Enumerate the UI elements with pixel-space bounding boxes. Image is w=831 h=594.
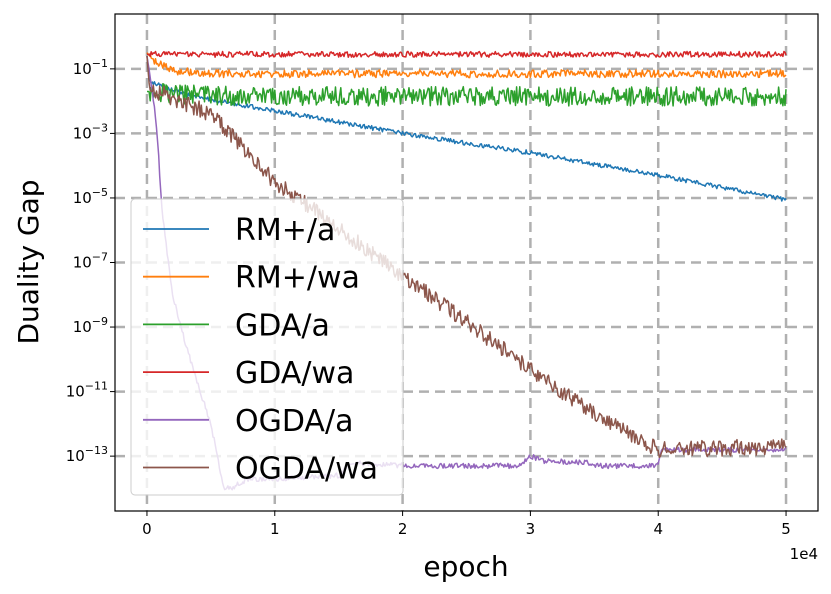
legend-label: RM+/a [235,213,335,248]
x-tick-label: 1 [270,520,280,538]
series-line-GDA/wa [147,50,787,58]
legend-box [130,198,404,496]
legend-label: GDA/a [235,308,330,343]
legend-label: RM+/wa [235,261,360,296]
x-tick-label: 0 [142,520,152,538]
y-tick-label: 10−3 [73,121,108,142]
x-axis-ticks: 0 1 2 3 4 5 [142,511,791,538]
x-tick-label: 4 [653,520,663,538]
x-axis-title: epoch [423,550,508,583]
x-offset-label: 1e4 [790,545,818,563]
y-tick-label: 10−11 [66,380,108,401]
x-tick-label: 3 [526,520,536,538]
series-line-OGDA/wa [146,55,787,459]
y-tick-label: 10−5 [73,186,108,207]
y-tick-label: 10−7 [73,251,108,272]
series-line-RM+/a [146,55,787,202]
x-tick-label: 5 [781,520,791,538]
series-line-GDA/a [147,82,787,107]
legend-label: GDA/wa [235,356,354,391]
x-tick-label: 2 [398,520,408,538]
y-tick-label: 10−1 [73,57,108,78]
legend-label: OGDA/wa [235,452,378,487]
y-axis-ticks: 10−1 10−3 10−5 10−7 10−9 10−11 10−13 [66,57,115,465]
y-tick-label: 10−9 [73,315,108,336]
series-line-RM+/wa [146,52,787,79]
legend-label: OGDA/a [235,404,353,439]
y-axis-title: Duality Gap [12,179,45,344]
y-tick-label: 10−13 [66,444,108,465]
legend: RM+/a RM+/wa GDA/a GDA/wa OGDA/a OGDA/wa [130,198,404,496]
